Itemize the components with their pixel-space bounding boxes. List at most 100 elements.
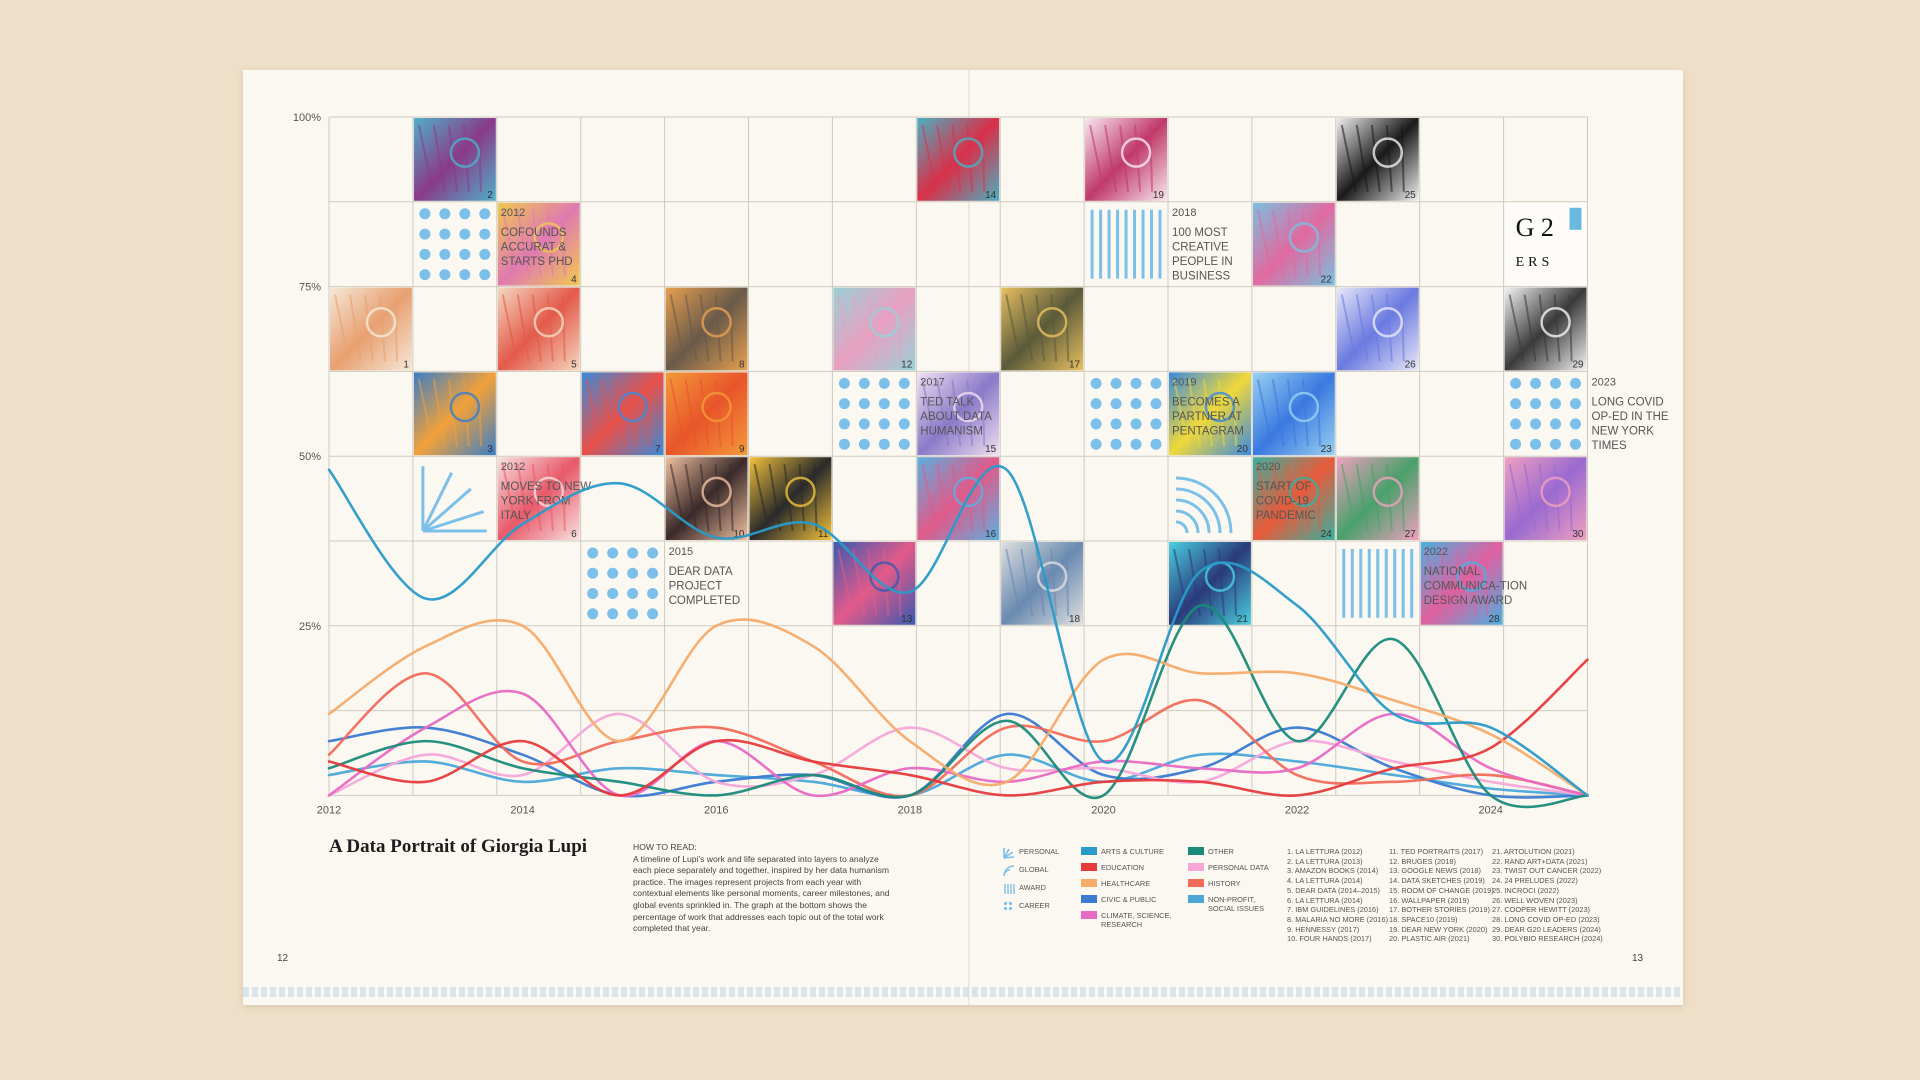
artwork-stroke: [1355, 294, 1369, 362]
milestone: 2018 100 MOST CREATIVE PEOPLE IN BUSINESS: [1090, 207, 1233, 282]
y-tick-label: 100%: [293, 112, 321, 124]
artwork-stroke: [561, 464, 566, 532]
artwork-stroke: [684, 464, 698, 532]
artwork-number: 23: [1321, 444, 1333, 455]
reference-item: 8. MALARIA NO MORE (2016): [1287, 914, 1389, 924]
artwork-stroke: [477, 379, 482, 447]
artwork-image: [1420, 542, 1503, 625]
artwork-stroke: [1508, 294, 1525, 362]
artwork-stroke: [1256, 463, 1273, 532]
milestone: 2022 NATIONAL COMMUNICA-TION DESIGN AWARD: [1342, 546, 1527, 618]
x-tick-label: 2016: [704, 804, 728, 816]
x-tick-label: 2012: [317, 804, 341, 816]
data-portrait-chart: 25%50%75%100%2012 2014 2016 2018 2020 2022 202…: [293, 112, 1669, 816]
artwork-mark: [1288, 222, 1320, 253]
y-tick-label: 50%: [299, 451, 321, 463]
topic-label: PERSONAL DATA: [1208, 863, 1269, 872]
milestone-year: 2020: [1256, 461, 1280, 473]
topic-swatch: [1081, 879, 1097, 887]
topic-label: ARTS & CULTURE: [1101, 847, 1164, 856]
artwork-image: [1252, 372, 1335, 456]
topic-label: HEALTHCARE: [1101, 879, 1151, 888]
milestone-year: 2023: [1592, 376, 1616, 388]
reference-item: 3. AMAZON BOOKS (2014): [1287, 866, 1379, 876]
artwork-stroke: [501, 463, 518, 532]
topic-label: HISTORY: [1208, 879, 1241, 888]
artwork-mark: [701, 391, 732, 423]
artwork-image: [1336, 457, 1419, 540]
artwork-image: [1336, 287, 1419, 371]
milestone-text: TIMES: [1592, 440, 1627, 452]
artwork-stroke: [1316, 209, 1321, 277]
artwork-number: 19: [1153, 190, 1165, 201]
artwork-stroke: [1355, 464, 1369, 532]
milestone-text: NEW YORK: [1592, 425, 1655, 437]
dots-icon: [1510, 377, 1581, 450]
milestone-text: DESIGN AWARD: [1424, 595, 1513, 607]
logo-tile-accent: [1569, 207, 1582, 230]
artwork-stroke: [1271, 209, 1285, 277]
milestone-year: 2018: [1172, 207, 1196, 219]
artwork-tile: 1: [330, 287, 412, 371]
legend-topic-personal-data: PERSONAL DATA: [1188, 863, 1269, 872]
artwork-tile: 14: [917, 118, 1000, 201]
legend-topic-healthcare: HEALTHCARE: [1081, 879, 1150, 888]
artwork-stroke: [1218, 548, 1225, 616]
legend-layer-personal: PERSONAL: [1003, 847, 1059, 859]
artwork-image: [497, 287, 580, 371]
milestone-text: NATIONAL: [1424, 566, 1481, 578]
artwork-mark: [1372, 476, 1404, 508]
artwork-number: 6: [571, 529, 577, 540]
x-tick-label: 2024: [1478, 804, 1502, 816]
legend-topic-education: EDUCATION: [1081, 863, 1144, 872]
artwork-stroke: [1385, 464, 1393, 532]
artwork-stroke: [753, 463, 770, 532]
artwork-stroke: [897, 294, 902, 362]
artwork-tile: 5: [497, 287, 580, 371]
legend-layer-label: AWARD: [1019, 883, 1046, 892]
artwork-stroke: [1340, 124, 1357, 193]
artwork-number: 26: [1405, 359, 1417, 370]
artwork-stroke: [981, 379, 986, 447]
reference-column-3: 21. ARTOLUTION (2021) 22. RAND ART+DATA …: [1492, 847, 1603, 944]
milestone-year: 2022: [1424, 546, 1448, 558]
artwork-stroke: [966, 464, 974, 532]
dots-icon: [1003, 901, 1013, 911]
artwork-stroke: [630, 379, 638, 447]
topic-label: EDUCATION: [1101, 863, 1144, 872]
reference-item: 29. DEAR G20 LEADERS (2024): [1492, 924, 1601, 934]
artwork-stroke: [349, 294, 362, 362]
artwork-stroke: [981, 124, 986, 192]
artwork-mark: [617, 391, 648, 423]
how-to-read-body: A timeline of Lupi's work and life separ…: [633, 853, 890, 934]
artwork-mark: [701, 476, 732, 508]
artwork-tile: 28: [1420, 542, 1503, 625]
legend: PERSONAL GLOBAL AWARD CAREER ARTS & CULT…: [1003, 847, 1653, 967]
artwork-image: [1085, 118, 1167, 201]
artwork-stroke: [798, 464, 806, 532]
page-number-right: 13: [1632, 953, 1644, 964]
artwork-mark: [365, 306, 397, 338]
milestone-text: ABOUT DATA: [920, 411, 992, 423]
artwork-stroke: [417, 379, 434, 447]
artwork-stroke: [1508, 463, 1525, 532]
artwork-mark: [1120, 137, 1152, 168]
artwork-number: 16: [985, 529, 997, 540]
topic-swatch: [1188, 895, 1204, 903]
dots-icon: [587, 547, 659, 620]
artwork-stroke: [1424, 548, 1441, 617]
artwork-tile: 7: [581, 372, 664, 456]
fan-icon: [421, 466, 487, 533]
artwork-tile: 25: [1336, 118, 1419, 201]
reference-item: 4. LA LETTURA (2014): [1287, 876, 1363, 886]
artwork-stroke: [1233, 379, 1237, 447]
reference-item: 2. LA LETTURA (2013): [1287, 856, 1363, 866]
artwork-image: [833, 542, 916, 625]
artwork-number: 3: [487, 444, 493, 455]
how-to-read-heading: HOW TO READ:: [633, 842, 697, 852]
topic-swatch: [1188, 847, 1204, 855]
artwork-tile: 22: [1252, 202, 1335, 286]
milestone-text: COVID-19: [1256, 496, 1309, 508]
reference-item: 23. TWIST OUT CANCER (2022): [1492, 866, 1602, 876]
